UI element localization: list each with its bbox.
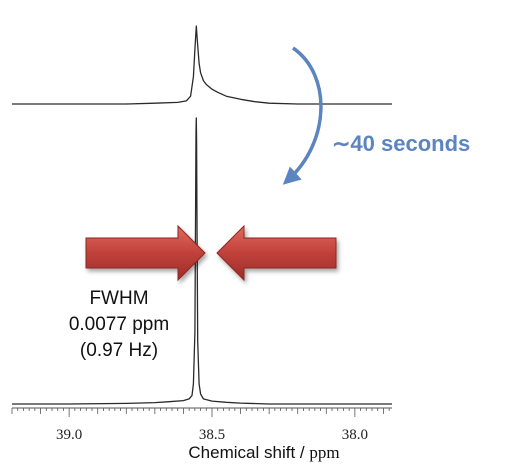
time-curved-arrow [282,46,323,185]
tick-label-39-0: 39.0 [56,427,82,443]
spectrum-before-trace [12,25,392,105]
spectra-group [12,25,392,405]
x-axis-ticks [11,408,390,417]
fwhm-label: FWHM [89,288,148,309]
x-axis-title: Chemical shift / ppm [188,443,339,462]
time-annotation-label: ∼40 seconds [332,131,470,156]
tick-label-38-0: 38.0 [342,427,368,443]
x-axis: 39.0 38.5 38.0 Chemical shift / ppm [11,407,392,462]
tick-label-38-5: 38.5 [199,427,225,443]
x-axis-title-separator: / [295,443,309,462]
right-red-arrow [216,224,337,282]
x-axis-title-text: Chemical shift [188,443,295,462]
x-axis-unit: ppm [309,443,339,462]
left-red-arrow [85,224,206,282]
fwhm-hz-value: (0.97 Hz) [80,340,158,361]
spectrum-after-trace [12,117,392,405]
fwhm-ppm-value: 0.0077 ppm [69,314,169,335]
